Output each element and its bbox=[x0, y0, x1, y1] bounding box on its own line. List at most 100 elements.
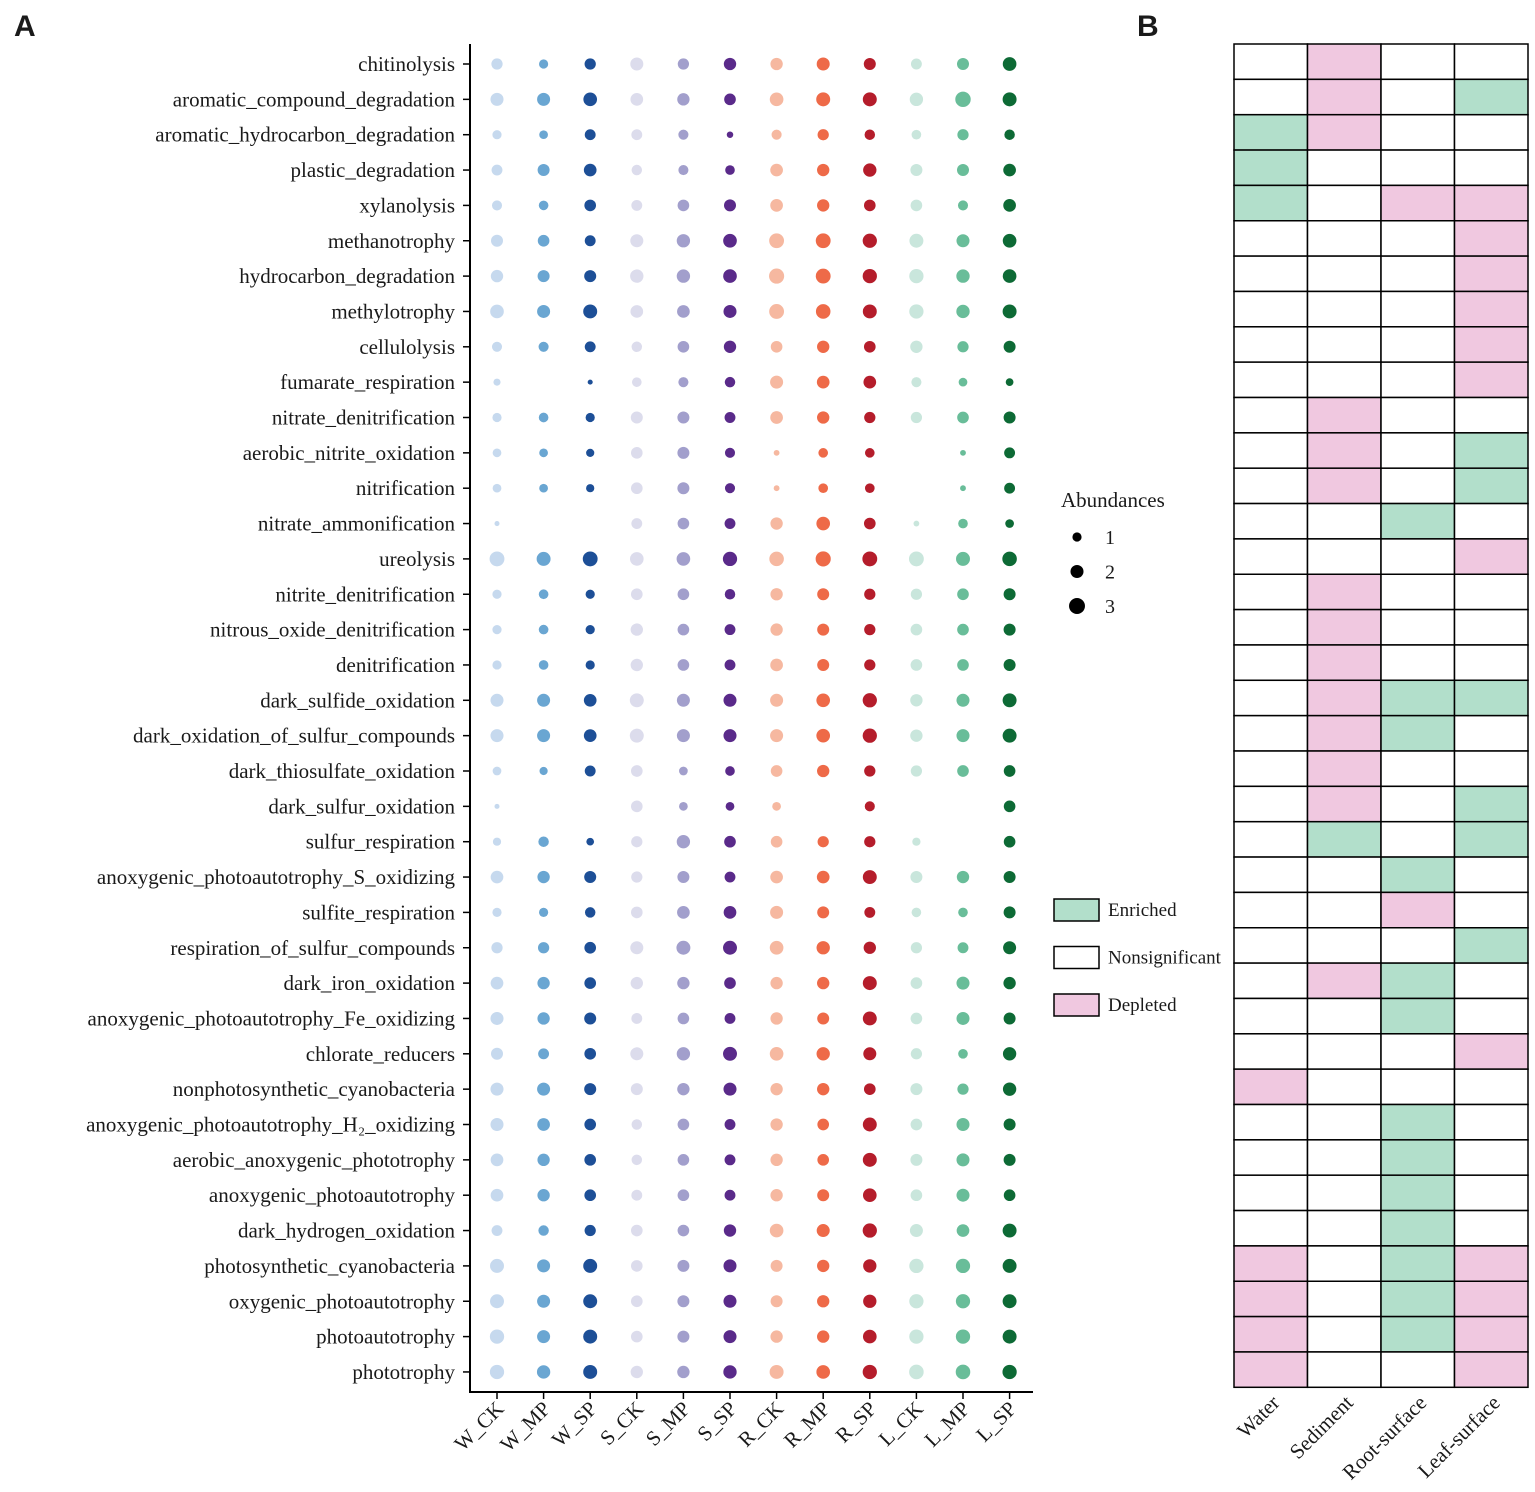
row-label-anoxygenic-photoautotrophy-fe-oxidizing: anoxygenic_photoautotrophy_Fe_oxidizing bbox=[88, 1006, 456, 1030]
heatmap-cell-anoxygenic-photoautotrophy-leaf-surface bbox=[1453, 1174, 1529, 1212]
heatmap-cell-aromatic-hydrocarbon-degradation-sediment bbox=[1306, 113, 1382, 151]
bubble-dark-thiosulfate-oxidation-l-mp bbox=[957, 765, 969, 777]
bubble-dark-oxidation-of-sulfur-compounds-r-ck bbox=[770, 729, 784, 743]
bubble-methylotrophy-w-sp bbox=[583, 304, 598, 319]
heatmap-cell-nitrous-oxide-denitrification-root-surface bbox=[1380, 608, 1456, 646]
bubble-anoxygenic-photoautotrophy-s-oxidizing-l-ck bbox=[910, 871, 923, 884]
bubble-sulfur-respiration-w-sp bbox=[586, 837, 595, 846]
x-tick-label-l-sp: L_SP bbox=[971, 1397, 1021, 1447]
heatmap-cell-dark-hydrogen-oxidation-root-surface bbox=[1380, 1209, 1456, 1247]
bubble-nitrate-ammonification-s-ck bbox=[631, 518, 643, 529]
bubble-anoxygenic-photoautotrophy-h-oxidizing-w-sp bbox=[584, 1118, 597, 1131]
heatmap-cell-sulfur-respiration-leaf-surface bbox=[1453, 820, 1529, 858]
heatmap-cell-aromatic-compound-degradation-leaf-surface bbox=[1453, 78, 1529, 116]
bubble-cellulolysis-w-ck bbox=[491, 341, 503, 352]
bubble-sulfur-respiration-r-mp bbox=[817, 836, 829, 848]
bubble-ureolysis-s-ck bbox=[629, 552, 644, 566]
heatmap-cell-nitrification-leaf-surface bbox=[1453, 467, 1529, 505]
bubble-nitrous-oxide-denitrification-l-sp bbox=[1003, 623, 1016, 636]
bubble-dark-iron-oxidation-l-mp bbox=[956, 976, 970, 990]
bubble-nitrate-denitrification-w-mp bbox=[538, 412, 549, 423]
heatmap-cell-phototrophy-root-surface bbox=[1380, 1351, 1456, 1389]
heatmap-cell-sulfur-respiration-water bbox=[1233, 820, 1309, 858]
x-tick-label-r-ck: R_CK bbox=[733, 1397, 788, 1452]
bubble-ureolysis-s-mp bbox=[676, 552, 691, 566]
bubble-aerobic-nitrite-oxidation-s-ck bbox=[630, 447, 643, 459]
bubble-methylotrophy-l-sp bbox=[1002, 304, 1017, 319]
row-label-aerobic-nitrite-oxidation: aerobic_nitrite_oxidation bbox=[243, 441, 456, 465]
bubble-respiration-of-sulfur-compounds-r-mp bbox=[816, 941, 830, 955]
bubble-aerobic-anoxygenic-phototrophy-l-ck bbox=[910, 1153, 923, 1166]
heatmap-cell-aromatic-compound-degradation-water bbox=[1233, 78, 1309, 116]
bubble-anoxygenic-photoautotrophy-r-sp bbox=[862, 1188, 877, 1203]
bubble-sulfite-respiration-s-mp bbox=[677, 906, 690, 919]
heatmap-cell-nonphotosynthetic-cyanobacteria-sediment bbox=[1306, 1068, 1382, 1106]
row-label-ureolysis: ureolysis bbox=[379, 547, 455, 571]
heatmap-cell-hydrocarbon-degradation-water bbox=[1233, 255, 1309, 293]
heatmap-cell-anoxygenic-photoautotrophy-s-oxidizing-root-surface bbox=[1380, 856, 1456, 894]
bubble-oxygenic-photoautotrophy-w-mp bbox=[537, 1294, 551, 1308]
bubble-aerobic-anoxygenic-phototrophy-r-sp bbox=[862, 1152, 877, 1167]
bubble-ureolysis-w-ck bbox=[489, 551, 505, 567]
bubble-chlorate-reducers-l-mp bbox=[958, 1048, 968, 1059]
bubble-cellulolysis-l-ck bbox=[910, 340, 923, 353]
bubble-cellulolysis-l-sp bbox=[1003, 340, 1016, 353]
bubble-chitinolysis-w-sp bbox=[584, 58, 596, 70]
heatmap-cell-respiration-of-sulfur-compounds-water bbox=[1233, 927, 1309, 964]
bubble-ureolysis-r-sp bbox=[862, 551, 878, 567]
status-legend-swatch-depleted bbox=[1053, 993, 1100, 1017]
x-tick-label-w-ck: W_CK bbox=[449, 1397, 508, 1456]
bubble-nonphotosynthetic-cyanobacteria-r-sp bbox=[863, 1083, 876, 1095]
row-label-aromatic-hydrocarbon-degradation: aromatic_hydrocarbon_degradation bbox=[155, 123, 455, 147]
row-label-nitrous-oxide-denitrification: nitrous_oxide_denitrification bbox=[210, 618, 455, 642]
bubble-dark-iron-oxidation-w-sp bbox=[584, 977, 597, 989]
bubble-aromatic-hydrocarbon-degradation-w-mp bbox=[539, 130, 548, 140]
bubble-sulfur-respiration-r-sp bbox=[864, 836, 876, 848]
bubble-respiration-of-sulfur-compounds-r-sp bbox=[863, 941, 876, 954]
bubble-anoxygenic-photoautotrophy-fe-oxidizing-w-ck bbox=[490, 1011, 504, 1025]
bubble-dark-sulfide-oxidation-w-ck bbox=[490, 693, 504, 707]
bubble-ureolysis-l-mp bbox=[956, 551, 970, 566]
bubble-chlorate-reducers-w-sp bbox=[584, 1047, 597, 1060]
bubble-dark-thiosulfate-oxidation-r-mp bbox=[817, 764, 830, 778]
row-label-aerobic-anoxygenic-phototrophy: aerobic_anoxygenic_phototrophy bbox=[173, 1148, 456, 1172]
bubble-dark-iron-oxidation-s-ck bbox=[630, 976, 643, 990]
row-label-dark-sulfur-oxidation: dark_sulfur_oxidation bbox=[268, 794, 455, 818]
bubble-dark-oxidation-of-sulfur-compounds-w-ck bbox=[490, 729, 504, 743]
bubble-aerobic-anoxygenic-phototrophy-w-ck bbox=[490, 1153, 504, 1167]
bubble-chlorate-reducers-r-ck bbox=[769, 1046, 784, 1061]
bubble-aerobic-nitrite-oxidation-s-mp bbox=[677, 446, 690, 459]
bubble-xylanolysis-w-mp bbox=[538, 200, 549, 211]
bubble-respiration-of-sulfur-compounds-r-ck bbox=[769, 940, 784, 955]
bubble-sulfite-respiration-r-ck bbox=[770, 905, 784, 919]
bubble-aerobic-nitrite-oxidation-l-mp bbox=[960, 449, 966, 456]
bubble-chlorate-reducers-w-ck bbox=[491, 1047, 503, 1060]
heatmap-cell-dark-thiosulfate-oxidation-root-surface bbox=[1380, 750, 1456, 788]
heatmap-cell-anoxygenic-photoautotrophy-fe-oxidizing-leaf-surface bbox=[1453, 997, 1529, 1035]
bubble-phototrophy-w-mp bbox=[536, 1365, 551, 1379]
heatmap-cell-photoautotrophy-water bbox=[1233, 1315, 1309, 1353]
heatmap-cell-nitrate-denitrification-root-surface bbox=[1380, 396, 1456, 434]
bubble-anoxygenic-photoautotrophy-s-oxidizing-s-mp bbox=[677, 871, 690, 884]
bubble-oxygenic-photoautotrophy-l-mp bbox=[955, 1294, 971, 1309]
heatmap-cell-ureolysis-water bbox=[1233, 538, 1309, 576]
heatmap-cell-cellulolysis-leaf-surface bbox=[1453, 326, 1529, 363]
bubble-cellulolysis-s-sp bbox=[723, 340, 737, 353]
bubble-phototrophy-s-ck bbox=[630, 1365, 643, 1379]
bubble-methanotrophy-s-sp bbox=[723, 233, 737, 248]
bubble-oxygenic-photoautotrophy-r-sp bbox=[863, 1294, 877, 1308]
heatmap-cell-dark-sulfur-oxidation-sediment bbox=[1306, 785, 1382, 823]
bubble-dark-oxidation-of-sulfur-compounds-w-mp bbox=[537, 729, 551, 743]
bubble-photoautotrophy-w-sp bbox=[583, 1329, 598, 1344]
bubble-chitinolysis-s-sp bbox=[723, 57, 737, 71]
size-legend-title: Abundances bbox=[1061, 488, 1165, 512]
bubble-xylanolysis-w-ck bbox=[491, 200, 503, 211]
bubble-sulfur-respiration-s-sp bbox=[724, 835, 736, 848]
heatmap-cell-anoxygenic-photoautotrophy-s-oxidizing-water bbox=[1233, 856, 1309, 894]
bubble-dark-oxidation-of-sulfur-compounds-l-mp bbox=[956, 729, 970, 743]
heatmap-cell-nitrate-ammonification-leaf-surface bbox=[1453, 502, 1529, 540]
status-legend: Enriched Nonsignificant Depleted bbox=[1053, 898, 1222, 1017]
bubble-photosynthetic-cyanobacteria-r-sp bbox=[863, 1259, 877, 1273]
bubble-nitrate-denitrification-l-mp bbox=[957, 411, 969, 424]
bubble-dark-thiosulfate-oxidation-r-ck bbox=[770, 765, 783, 777]
